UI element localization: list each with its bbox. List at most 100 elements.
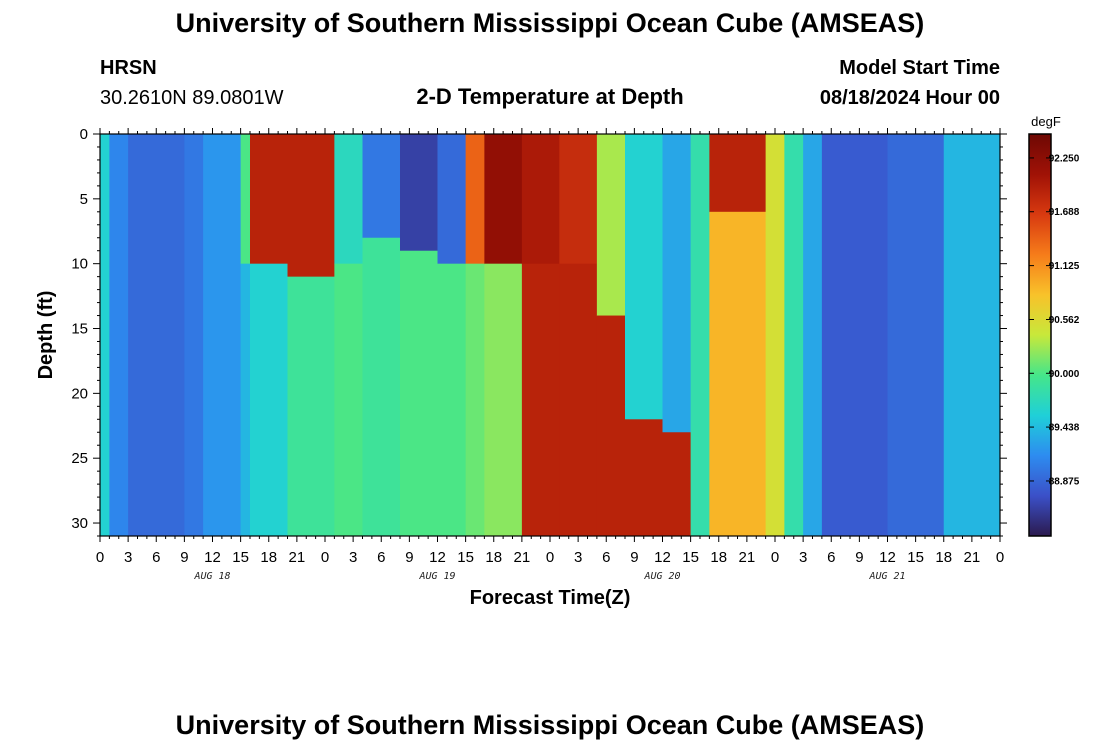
- x-tick-label: 15: [457, 549, 474, 566]
- heatmap-cells: [100, 134, 1000, 536]
- station-name: HRSN: [100, 57, 157, 79]
- heat-cell-upper: [362, 134, 401, 239]
- heat-cell-upper: [662, 134, 692, 433]
- x-tick-label: 3: [349, 549, 357, 566]
- x-tick-label: 9: [630, 549, 638, 566]
- x-tick-label: 12: [204, 549, 221, 566]
- colorbar-label: 92.250: [1049, 153, 1080, 164]
- heat-cell-lower: [662, 432, 692, 536]
- x-tick-label: 6: [827, 549, 835, 566]
- heat-cell-upper: [709, 134, 767, 213]
- heat-cell-lower: [334, 263, 364, 536]
- x-tick-label: 0: [321, 549, 329, 566]
- heat-cell-upper: [821, 134, 889, 536]
- y-tick-label: 25: [71, 450, 88, 467]
- x-tick-label: 9: [855, 549, 863, 566]
- x-tick-label: 3: [574, 549, 582, 566]
- heat-cell-lower: [465, 263, 485, 536]
- y-tick-label: 10: [71, 256, 88, 273]
- x-tick-label: 6: [377, 549, 385, 566]
- x-tick-label: 12: [429, 549, 446, 566]
- heat-cell-upper: [400, 134, 439, 252]
- x-axis-title: Forecast Time(Z): [470, 587, 631, 609]
- heat-cell-lower: [437, 263, 467, 536]
- x-tick-label: 6: [152, 549, 160, 566]
- x-axis: 0 3 6 9 12 15 18 21 0 3 6 9 12 15 18 21 0 3 6 9 12 15 18 21 0 3 6 9…: [96, 128, 1004, 582]
- x-tick-label: 9: [405, 549, 413, 566]
- y-axis: 0 5 10 15 20 25 30: [71, 126, 1007, 537]
- x-tick-label: 12: [879, 549, 896, 566]
- heat-cell-upper: [250, 134, 289, 265]
- heat-cell-lower: [596, 315, 626, 536]
- heat-cell-upper: [784, 134, 804, 536]
- colorbar-label: 88.875: [1049, 476, 1080, 487]
- x-tick-label: 0: [96, 549, 104, 566]
- y-tick-label: 30: [71, 515, 88, 532]
- heat-cell-lower: [559, 263, 598, 536]
- heat-cell-upper: [100, 134, 110, 536]
- heat-cell-upper: [203, 134, 242, 536]
- heat-cell-upper: [559, 134, 598, 265]
- day-label: AUG 19: [418, 571, 455, 582]
- x-tick-label: 12: [654, 549, 671, 566]
- colorbar-label: 90.000: [1049, 369, 1080, 380]
- colorbar-label: 91.125: [1049, 261, 1080, 272]
- heat-cell-upper: [287, 134, 335, 278]
- colorbar-label: 89.438: [1049, 423, 1080, 434]
- heat-cell-upper: [596, 134, 626, 317]
- x-tick-label: 21: [514, 549, 531, 566]
- heat-cell-lower: [287, 276, 335, 536]
- heat-cell-lower: [521, 263, 560, 536]
- station-coords: 30.2610N 89.0801W: [100, 87, 284, 109]
- heat-cell-upper: [943, 134, 1000, 536]
- y-axis-title: Depth (ft): [35, 291, 57, 380]
- x-tick-label: 21: [739, 549, 756, 566]
- y-tick-label: 15: [71, 321, 88, 338]
- x-tick-label: 0: [996, 549, 1004, 566]
- heat-cell-upper: [625, 134, 664, 420]
- colorbar-label: 91.688: [1049, 207, 1080, 218]
- x-tick-label: 21: [964, 549, 981, 566]
- heat-cell-lower: [240, 263, 251, 536]
- heat-cell-upper: [184, 134, 204, 536]
- heat-cell-upper: [334, 134, 364, 265]
- heat-cell-lower: [400, 250, 439, 536]
- y-tick-label: 20: [71, 385, 88, 402]
- colorbar-label: 90.562: [1049, 315, 1080, 326]
- heat-cell-upper: [240, 134, 251, 265]
- heat-cell-upper: [484, 134, 523, 265]
- x-tick-label: 15: [682, 549, 699, 566]
- y-tick-label: 5: [80, 191, 88, 208]
- heat-cell-upper: [887, 134, 945, 536]
- x-tick-label: 3: [799, 549, 807, 566]
- heat-cell-upper: [437, 134, 467, 265]
- x-tick-label: 18: [260, 549, 277, 566]
- heat-cell-upper: [690, 134, 710, 536]
- x-tick-label: 15: [907, 549, 924, 566]
- heat-cell-upper: [128, 134, 185, 536]
- model-start-label: Model Start Time: [839, 57, 1000, 79]
- y-tick-label: 0: [80, 126, 88, 143]
- page-title: University of Southern Mississippi Ocean…: [175, 8, 925, 38]
- colorbar-scale: [1028, 133, 1052, 537]
- day-label: AUG 21: [868, 571, 905, 582]
- x-tick-label: 18: [935, 549, 952, 566]
- x-tick-label: 3: [124, 549, 132, 566]
- heat-cell-upper: [765, 134, 785, 536]
- heat-cell-upper: [803, 134, 823, 536]
- heat-cell-upper: [465, 134, 485, 265]
- x-tick-label: 0: [546, 549, 554, 566]
- x-tick-label: 15: [232, 549, 249, 566]
- chart-subtitle: 2-D Temperature at Depth: [416, 84, 684, 109]
- heat-cell-lower: [625, 419, 664, 536]
- x-tick-label: 6: [602, 549, 610, 566]
- model-start-time: 08/18/2024 Hour 00: [819, 87, 1000, 109]
- colorbar-unit: degF: [1031, 114, 1061, 129]
- day-label: AUG 18: [193, 571, 230, 582]
- temperature-depth-chart: 0 3 6 9 12 15 18 21 0 3 6 9 12 15 18 21 0 3 6 9 12 15 18 21 0 3 6 9…: [35, 114, 1080, 609]
- heat-cell-upper: [109, 134, 129, 536]
- x-tick-label: 9: [180, 549, 188, 566]
- day-label: AUG 20: [643, 571, 680, 582]
- x-tick-label: 21: [289, 549, 306, 566]
- x-tick-label: 0: [771, 549, 779, 566]
